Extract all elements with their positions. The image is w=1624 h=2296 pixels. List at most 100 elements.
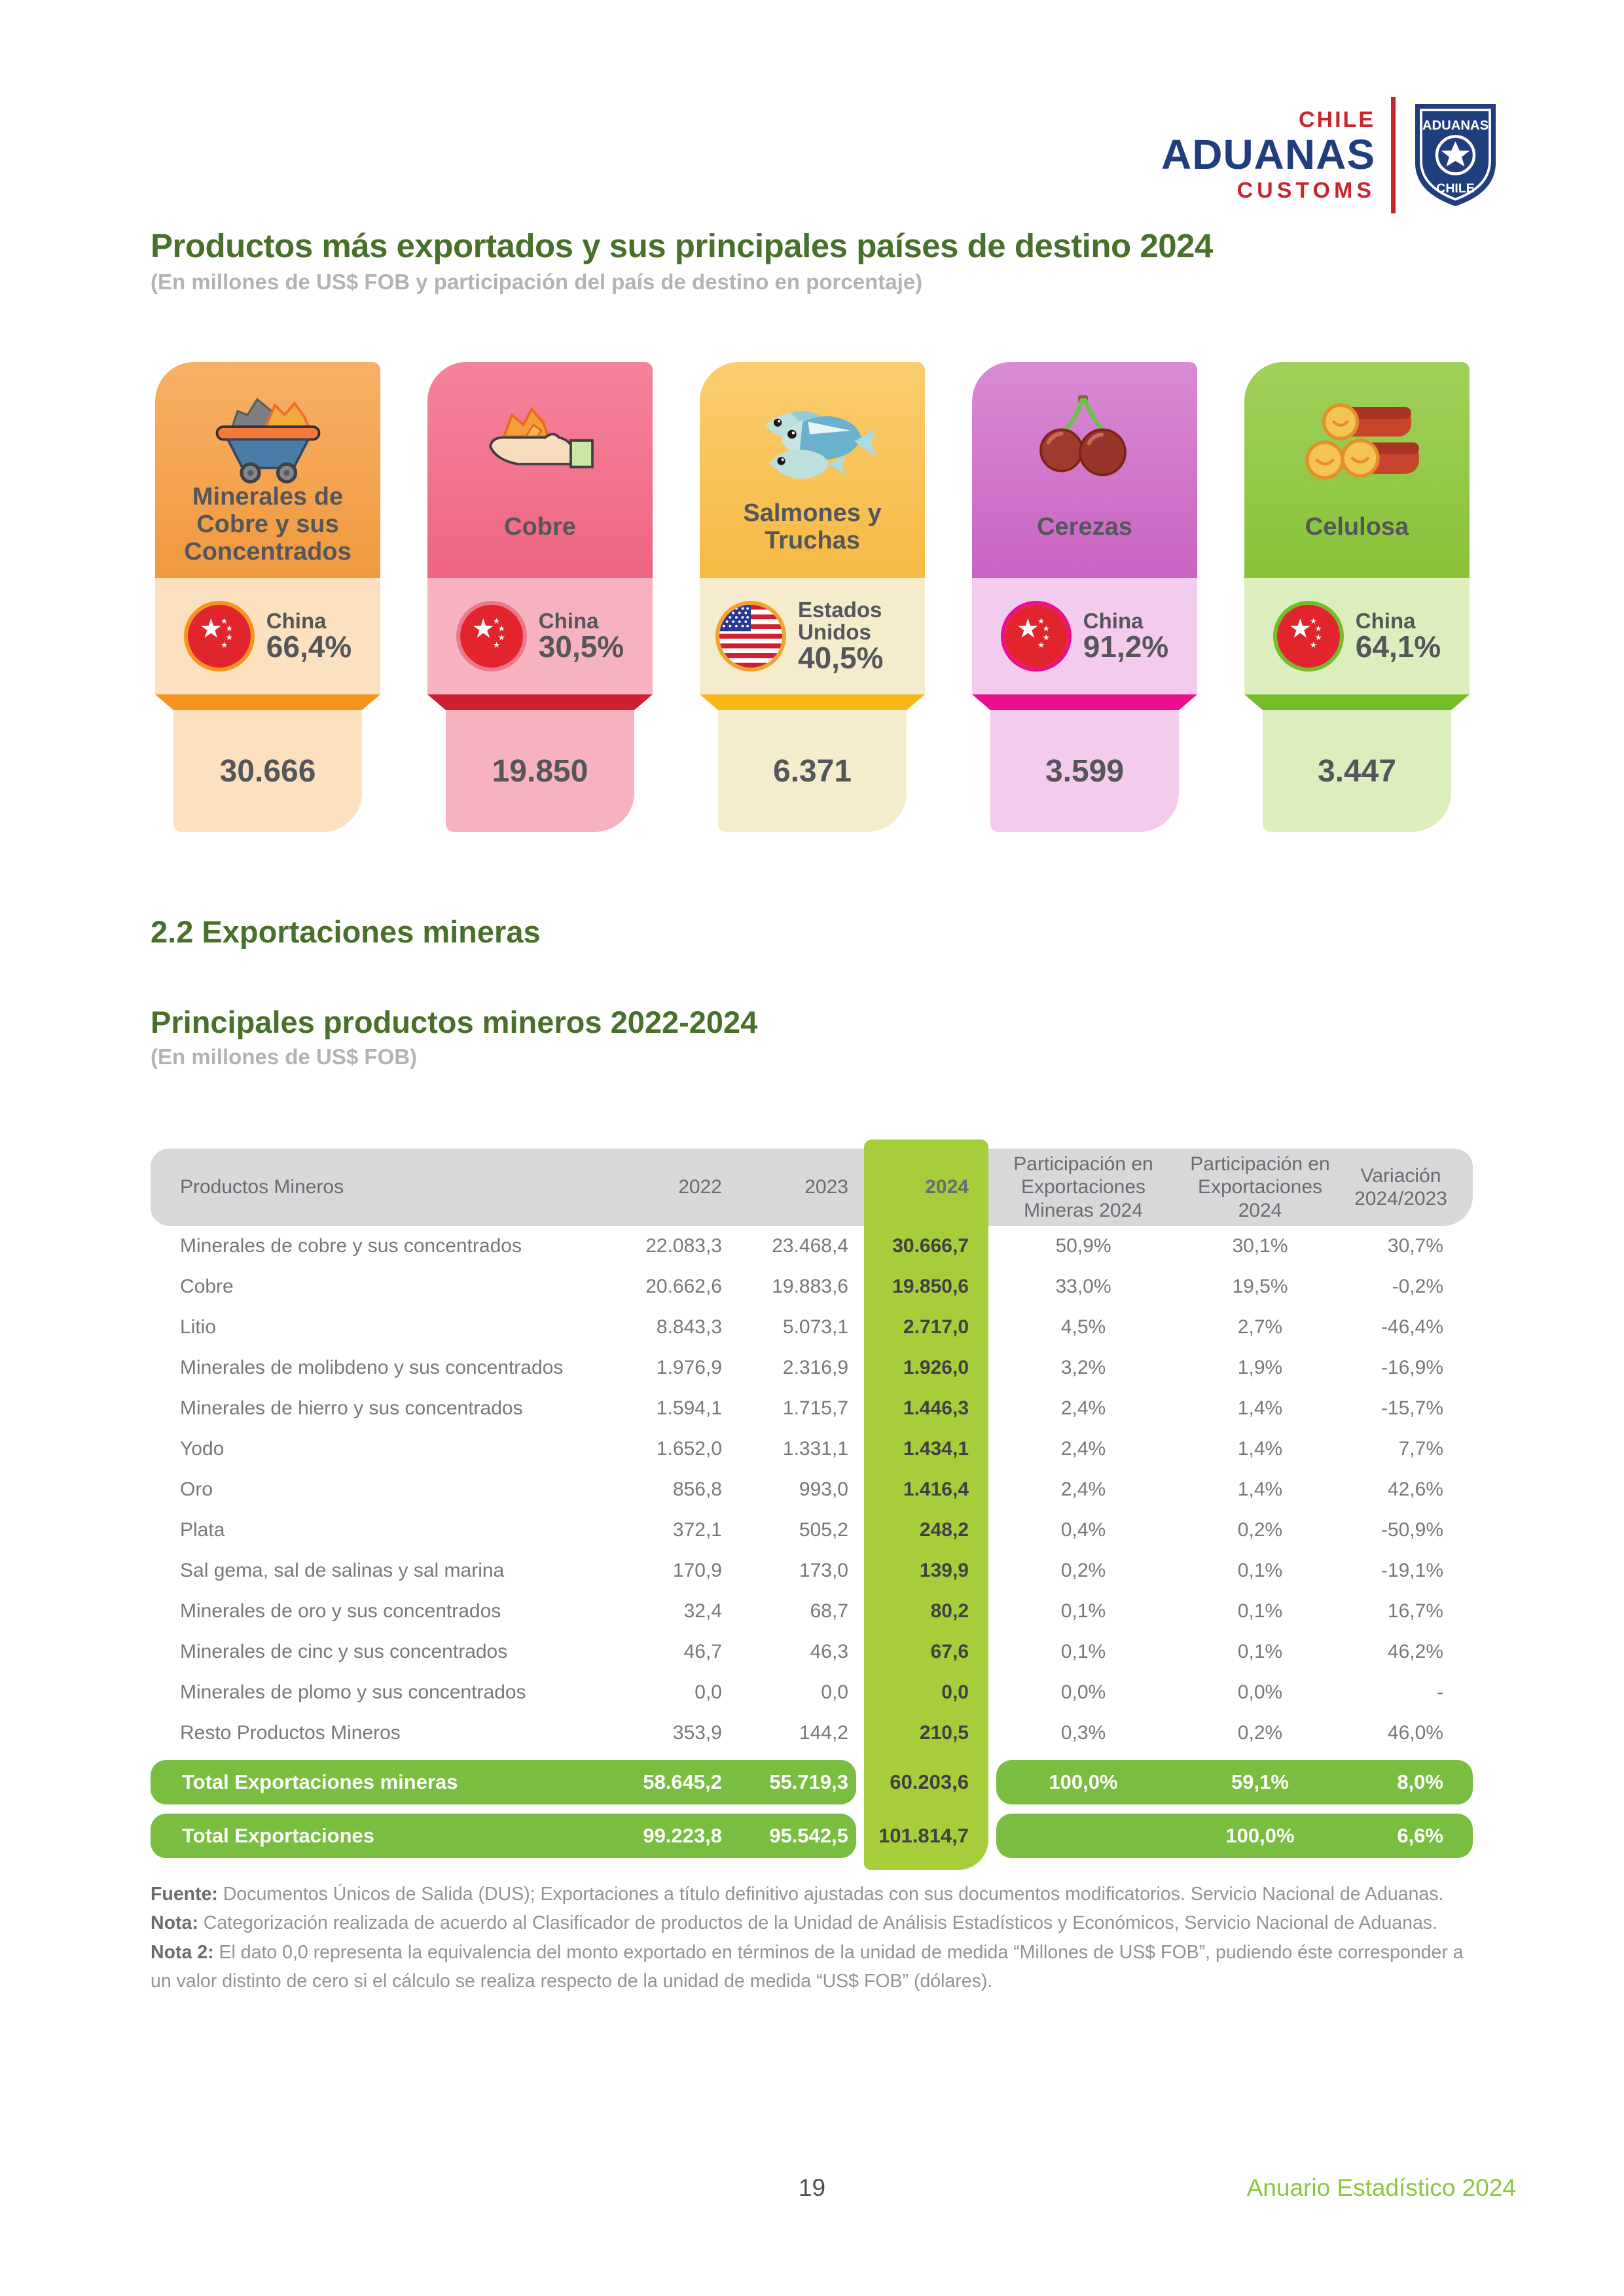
cell-variacion: -50,9% (1380, 1519, 1443, 1541)
cell-part-mineras: 50,9% (1055, 1235, 1111, 1257)
cell-part-mineras: 0,1% (1060, 1600, 1106, 1622)
cell-part-mineras: 0,2% (1060, 1560, 1106, 1581)
cell-2024: 30.666,7 (892, 1235, 969, 1257)
cell-2022: 170,9 (672, 1560, 722, 1581)
export-value: 3.599 (1045, 753, 1125, 789)
svg-text:★: ★ (225, 623, 232, 633)
cell-variacion: -15,7% (1380, 1397, 1443, 1419)
cell-part-total: 0,1% (1237, 1560, 1283, 1581)
cell-product: Minerales de cobre y sus concentrados (180, 1235, 522, 1257)
page-title: Productos más exportados y sus principal… (151, 227, 1213, 264)
cell-variacion: -46,4% (1380, 1316, 1443, 1338)
cell-product: Minerales de cinc y sus concentrados (180, 1641, 508, 1662)
table-row: Minerales de cobre y sus concentrados 22… (151, 1226, 1473, 1266)
logo-customs-text: CUSTOMS (1236, 178, 1375, 203)
cell-product: Sal gema, sal de salinas y sal marina (180, 1560, 505, 1581)
cell-2024: 19.850,6 (892, 1276, 969, 1297)
cell-part-total: 1,4% (1237, 1397, 1283, 1419)
cell-2022: 32,4 (683, 1600, 722, 1622)
cell-2022: 22.083,3 (645, 1235, 722, 1257)
cell-2024: 67,6 (930, 1641, 969, 1662)
product-cards: Minerales de Cobre y sus Concentrados ★ … (155, 362, 1470, 832)
svg-text:CHILE: CHILE (1436, 181, 1475, 196)
cell-2024: 139,9 (919, 1560, 969, 1581)
cell-2023: 173,0 (799, 1560, 848, 1581)
svg-text:★: ★ (497, 632, 505, 642)
cell-product: Oro (180, 1479, 213, 1500)
fuente-note: Fuente: Documentos Únicos de Salida (DUS… (151, 1884, 1444, 1905)
table-header-row: Productos Mineros 2022 2023 2024 Partici… (151, 1149, 1473, 1226)
card-header: Celulosa (1244, 362, 1470, 578)
cell-2023: 1.331,1 (782, 1438, 848, 1460)
cell-part-mineras: 2,4% (1060, 1397, 1106, 1419)
col-header-2023: 2023 (804, 1176, 848, 1198)
destination-row: ★ ★ ★ ★ ★ China 64,1% (1244, 578, 1470, 694)
cell-part-total: 0,2% (1237, 1722, 1283, 1744)
cell-variacion: -19,1% (1380, 1560, 1443, 1581)
card-ribbon-fold (1244, 694, 1470, 710)
table-row: Minerales de molibdeno y sus concentrado… (151, 1348, 1473, 1388)
logo-divider (1391, 97, 1396, 213)
table-row: Litio 8.843,3 5.073,1 2.717,0 4,5% 2,7% … (151, 1307, 1473, 1348)
table-body: Minerales de cobre y sus concentrados 22… (151, 1226, 1473, 1753)
col-header-part-total: Participación en Exportaciones 2024 (1190, 1153, 1330, 1221)
cell-2022: 1.976,9 (656, 1357, 722, 1378)
cell-2023: 505,2 (799, 1519, 848, 1541)
destination-share: 40,5% (798, 641, 884, 675)
destination-share: 64,1% (1355, 630, 1441, 664)
product-icon-slot (746, 386, 880, 495)
table-title: Principales productos mineros 2022-2024 (151, 1005, 758, 1039)
cell-2022: 0,0 (695, 1681, 722, 1703)
cell-product: Plata (180, 1519, 225, 1541)
svg-text:★: ★ (1310, 616, 1317, 626)
cell-part-total: 0,1% (1237, 1600, 1283, 1622)
aduanas-logo: CHILE ADUANAS CUSTOMS ADUANAS CHILE (1161, 97, 1500, 213)
destination-country: China (1355, 608, 1416, 633)
cell-variacion: 30,7% (1387, 1235, 1443, 1257)
table-row: Plata 372,1 505,2 248,2 0,4% 0,2% -50,9% (151, 1510, 1473, 1551)
mining-exports-table: Productos Mineros 2022 2023 2024 Partici… (151, 1139, 1473, 1870)
svg-text:★: ★ (471, 613, 495, 644)
col-header-variacion: Variación 2024/2023 (1354, 1164, 1447, 1210)
card-header: Minerales de Cobre y sus Concentrados (155, 362, 380, 578)
logo-aduanas-text: ADUANAS (1161, 131, 1375, 178)
table-row: Minerales de oro y sus concentrados 32,4… (151, 1591, 1473, 1632)
product-title: Salmones y Truchas (743, 499, 882, 554)
logs-icon (1305, 403, 1419, 480)
svg-text:★: ★ (1288, 613, 1312, 644)
china-flag-icon: ★ ★ ★ ★ ★ (460, 605, 523, 668)
card-header: Cobre (427, 362, 653, 578)
cell-2024: 0,0 (941, 1681, 969, 1703)
table-row: Oro 856,8 993,0 1.416,4 2,4% 1,4% 42,6% (151, 1469, 1473, 1510)
destination-country: China (1083, 608, 1144, 633)
cell-part-mineras: 0,0% (1060, 1681, 1106, 1703)
country-flag-icon: ★ ★ ★ ★ ★ (1000, 601, 1072, 672)
cell-product: Minerales de plomo y sus concentrados (180, 1681, 526, 1703)
card-header: Salmones y Truchas (700, 362, 925, 578)
card-ribbon-fold (972, 694, 1197, 710)
cell-2023: 23.468,4 (772, 1235, 848, 1257)
export-value: 30.666 (219, 753, 316, 789)
svg-text:★: ★ (493, 616, 500, 626)
product-card: Cerezas ★ ★ ★ ★ ★ China 91,2% 3.599 (972, 362, 1197, 832)
cell-part-mineras: 0,4% (1060, 1519, 1106, 1541)
cell-2023: 68,7 (810, 1600, 848, 1622)
product-title: Minerales de Cobre y sus Concentrados (184, 483, 352, 565)
cell-2022: 8.843,3 (656, 1316, 722, 1338)
cell-product: Minerales de molibdeno y sus concentrado… (180, 1357, 564, 1378)
cell-variacion: - (1437, 1681, 1443, 1703)
cell-2023: 46,3 (810, 1641, 848, 1662)
cell-2024: 1.416,4 (903, 1479, 969, 1500)
china-flag-icon: ★ ★ ★ ★ ★ (187, 605, 251, 668)
table-subtitle: (En millones de US$ FOB) (151, 1045, 418, 1069)
cell-2022: 1.594,1 (656, 1397, 722, 1419)
col-header-2022: 2022 (678, 1176, 722, 1198)
product-title: Cerezas (1037, 513, 1132, 541)
cell-part-mineras: 0,1% (1060, 1641, 1106, 1662)
table-row: Minerales de plomo y sus concentrados 0,… (151, 1672, 1473, 1713)
cell-variacion: 46,0% (1387, 1722, 1443, 1744)
cell-part-total: 0,1% (1237, 1641, 1283, 1662)
cell-part-total: 30,1% (1232, 1235, 1288, 1257)
product-icon-slot (477, 386, 604, 495)
